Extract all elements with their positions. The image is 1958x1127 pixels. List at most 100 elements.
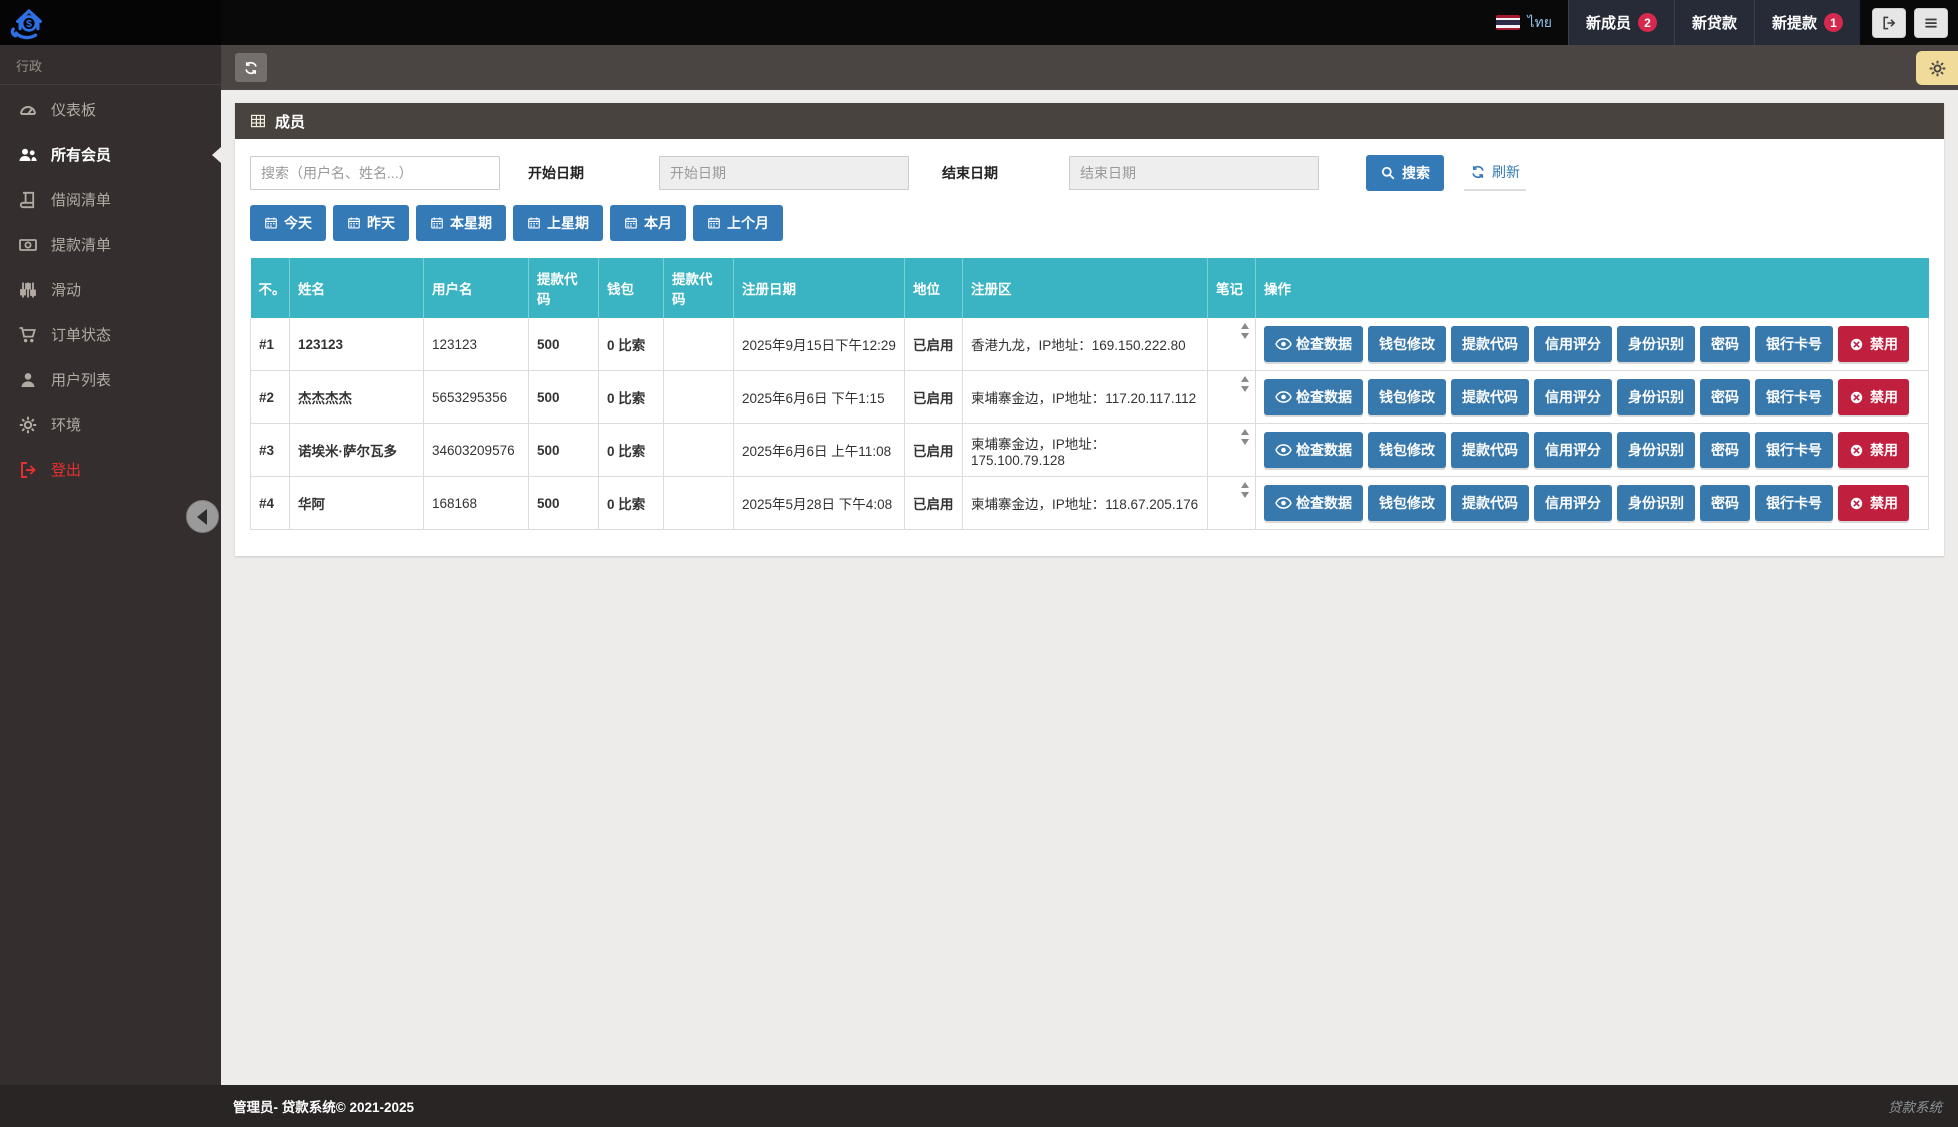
action-label: 检查数据 [1296, 495, 1352, 511]
row-action-button[interactable]: 钱包修改 [1368, 432, 1446, 468]
quick-date-button[interactable]: 今天 [250, 205, 326, 241]
row-action-button[interactable]: 密码 [1700, 485, 1750, 521]
row-action-button[interactable]: 信用评分 [1534, 326, 1612, 362]
refresh-link[interactable]: 刷新 [1464, 155, 1526, 191]
sidebar-item-user[interactable]: 用户列表 [0, 357, 221, 402]
spinner-down-icon[interactable] [1241, 439, 1249, 445]
sidebar: 行政 仪表板 所有会员 借阅清单 提款清单 滑动 订单状态 用户列表 环境 登出 [0, 45, 221, 1085]
sidebar-item-sliders[interactable]: 滑动 [0, 267, 221, 312]
end-date-input[interactable] [1069, 156, 1319, 190]
row-action-button[interactable]: 钱包修改 [1368, 379, 1446, 415]
filter-row: 开始日期 结束日期 搜索 刷新 [250, 155, 1929, 191]
calendar-icon [707, 216, 721, 230]
table-grid-icon [250, 113, 266, 129]
sidebar-item-dashboard[interactable]: 仪表板 [0, 87, 221, 132]
disable-button[interactable]: 禁用 [1838, 432, 1909, 468]
spinner-down-icon[interactable] [1241, 492, 1249, 498]
row-action-button[interactable]: 银行卡号 [1755, 379, 1833, 415]
refresh-link-label: 刷新 [1492, 164, 1520, 180]
row-action-button[interactable]: 信用评分 [1534, 432, 1612, 468]
quick-date-button[interactable]: 本星期 [416, 205, 506, 241]
disable-button[interactable]: 禁用 [1838, 326, 1909, 362]
table-row: #2 杰杰杰杰 5653295356 500 0 比索 2025年6月6日 下午… [250, 370, 1929, 424]
cell-no: #2 [250, 370, 290, 424]
topbar-nav-item[interactable]: 新成员 2 [1567, 0, 1674, 45]
spinner-down-icon[interactable] [1241, 386, 1249, 392]
table-row: #3 诺埃米·萨尔瓦多 34603209576 500 0 比索 2025年6月… [250, 423, 1929, 477]
quick-date-button[interactable]: 本月 [610, 205, 686, 241]
row-action-button[interactable]: 身份识别 [1617, 432, 1695, 468]
row-action-button[interactable]: 提款代码 [1451, 432, 1529, 468]
language-switcher[interactable]: ไทย [1480, 0, 1567, 45]
note-spinner [1241, 482, 1249, 498]
row-action-button[interactable]: 提款代码 [1451, 485, 1529, 521]
signout-top-button[interactable] [1872, 7, 1906, 38]
action-label: 提款代码 [1462, 495, 1518, 511]
cell-status: 已启用 [904, 423, 963, 477]
table-header-cell: 注册区 [962, 258, 1208, 318]
page-refresh-button[interactable] [235, 53, 267, 82]
topbar-nav-item[interactable]: 新提款 1 [1753, 0, 1860, 45]
row-action-button[interactable]: 信用评分 [1534, 485, 1612, 521]
topbar-buttons [1860, 0, 1958, 45]
settings-tab-button[interactable] [1916, 51, 1958, 85]
table-header-cell: 提款代码 [663, 258, 734, 318]
cell-register-region: 柬埔寨金边，IP地址：117.20.117.112 [962, 370, 1208, 424]
row-action-button[interactable]: 银行卡号 [1755, 326, 1833, 362]
quick-date-button[interactable]: 昨天 [333, 205, 409, 241]
spinner-up-icon[interactable] [1241, 429, 1249, 435]
disable-button[interactable]: 禁用 [1838, 379, 1909, 415]
content-area: 成员 开始日期 结束日期 搜索 [221, 90, 1958, 569]
row-action-button[interactable]: 银行卡号 [1755, 485, 1833, 521]
row-action-button[interactable]: 信用评分 [1534, 379, 1612, 415]
sidebar-item-label: 登出 [51, 462, 82, 479]
footer: 管理员- 贷款系统© 2021-2025 贷款系统 [0, 1085, 1958, 1127]
table-header-cell: 操作 [1255, 258, 1929, 318]
search-button[interactable]: 搜索 [1366, 155, 1444, 191]
search-input[interactable] [250, 156, 500, 190]
sidebar-item-book[interactable]: 借阅清单 [0, 177, 221, 222]
row-action-button[interactable]: 检查数据 [1264, 379, 1363, 415]
cell-withdraw-code: 500 [528, 423, 599, 477]
row-action-button[interactable]: 身份识别 [1617, 379, 1695, 415]
quick-date-label: 上星期 [547, 215, 589, 231]
row-action-button[interactable]: 密码 [1700, 432, 1750, 468]
row-action-button[interactable]: 钱包修改 [1368, 326, 1446, 362]
row-action-button[interactable]: 身份识别 [1617, 485, 1695, 521]
sidebar-collapse-button[interactable] [186, 500, 219, 533]
nav-item-badge: 1 [1824, 13, 1843, 32]
row-action-button[interactable]: 检查数据 [1264, 326, 1363, 362]
table-header-cell: 钱包 [598, 258, 664, 318]
topbar-nav-item[interactable]: 新贷款 [1673, 0, 1754, 45]
sidebar-item-gear[interactable]: 环境 [0, 402, 221, 447]
action-label: 信用评分 [1545, 389, 1601, 405]
spinner-up-icon[interactable] [1241, 482, 1249, 488]
app-logo[interactable]: $ [0, 0, 221, 45]
thai-flag-icon [1496, 15, 1521, 30]
quick-date-label: 本星期 [450, 215, 492, 231]
sidebar-item-users[interactable]: 所有会员 [0, 132, 221, 177]
quick-date-button[interactable]: 上星期 [513, 205, 603, 241]
row-action-button[interactable]: 检查数据 [1264, 432, 1363, 468]
start-date-input[interactable] [659, 156, 909, 190]
spinner-up-icon[interactable] [1241, 323, 1249, 329]
sidebar-item-signout[interactable]: 登出 [0, 447, 221, 492]
spinner-up-icon[interactable] [1241, 376, 1249, 382]
row-action-button[interactable]: 提款代码 [1451, 379, 1529, 415]
row-action-button[interactable]: 密码 [1700, 326, 1750, 362]
row-action-button[interactable]: 密码 [1700, 379, 1750, 415]
row-action-button[interactable]: 银行卡号 [1755, 432, 1833, 468]
action-label: 银行卡号 [1766, 336, 1822, 352]
row-action-button[interactable]: 身份识别 [1617, 326, 1695, 362]
calendar-icon [527, 216, 541, 230]
row-action-button[interactable]: 提款代码 [1451, 326, 1529, 362]
menu-toggle-button[interactable] [1914, 7, 1948, 38]
topbar: $ ไทย 新成员 2 新贷款 新提款 1 [0, 0, 1958, 45]
spinner-down-icon[interactable] [1241, 333, 1249, 339]
sidebar-item-banknote[interactable]: 提款清单 [0, 222, 221, 267]
quick-date-button[interactable]: 上个月 [693, 205, 783, 241]
row-action-button[interactable]: 钱包修改 [1368, 485, 1446, 521]
disable-button[interactable]: 禁用 [1838, 485, 1909, 521]
row-action-button[interactable]: 检查数据 [1264, 485, 1363, 521]
sidebar-item-cart[interactable]: 订单状态 [0, 312, 221, 357]
